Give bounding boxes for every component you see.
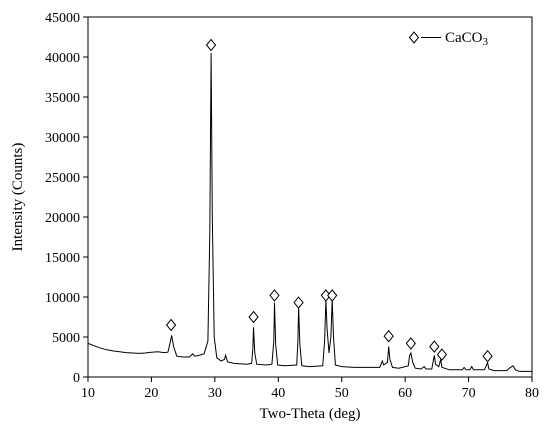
x-tick-label-20: 20 [144, 386, 158, 401]
x-tick-label-80: 80 [525, 386, 539, 401]
x-tick-label-70: 70 [462, 386, 476, 401]
x-tick-label-30: 30 [208, 386, 222, 401]
peak-marker-10 [429, 340, 440, 353]
plot-frame [87, 16, 533, 378]
peak-marker-5 [293, 296, 304, 309]
peak-marker-3 [248, 310, 259, 324]
caco3-peak-markers [165, 38, 493, 363]
legend-label-main: CaCO [445, 30, 483, 46]
y-tick-label-40000: 40000 [45, 51, 80, 66]
y-tick-label-35000: 35000 [45, 91, 80, 106]
x-axis-label: Two-Theta (deg) [260, 406, 361, 422]
legend-label: CaCO3 [445, 30, 489, 48]
x-tick-label-50: 50 [335, 386, 349, 401]
y-tick-label-10000: 10000 [45, 291, 80, 306]
legend-label-subscript: 3 [483, 36, 489, 48]
legend: CaCO3 [408, 30, 489, 48]
peak-marker-8 [383, 329, 394, 343]
y-axis-ticks: 0 5000 10000 15000 20000 25000 30000 35000 40000… [45, 11, 88, 386]
peak-marker-11 [436, 348, 448, 361]
peak-marker-12 [482, 349, 493, 363]
x-tick-label-40: 40 [271, 386, 285, 401]
peak-marker-1 [165, 318, 177, 332]
y-tick-label-0: 0 [73, 371, 80, 386]
x-tick-label-60: 60 [398, 386, 412, 401]
xrd-pattern-line [87, 52, 532, 372]
peak-marker-2 [205, 38, 217, 52]
legend-diamond-marker [408, 31, 420, 44]
peak-marker-9 [405, 337, 416, 350]
peak-marker-4 [269, 289, 280, 302]
y-tick-label-25000: 25000 [45, 171, 80, 186]
x-axis-ticks: 10 20 30 40 50 60 70 80 [81, 377, 539, 401]
y-tick-label-45000: 45000 [45, 11, 80, 26]
y-axis-label: Intensity (Counts) [10, 143, 26, 252]
y-tick-label-5000: 5000 [52, 331, 80, 346]
y-tick-label-30000: 30000 [45, 131, 80, 146]
x-tick-label-10: 10 [81, 386, 95, 401]
peak-marker-7 [327, 289, 338, 302]
y-tick-label-15000: 15000 [45, 251, 80, 266]
y-tick-label-20000: 20000 [45, 211, 80, 226]
